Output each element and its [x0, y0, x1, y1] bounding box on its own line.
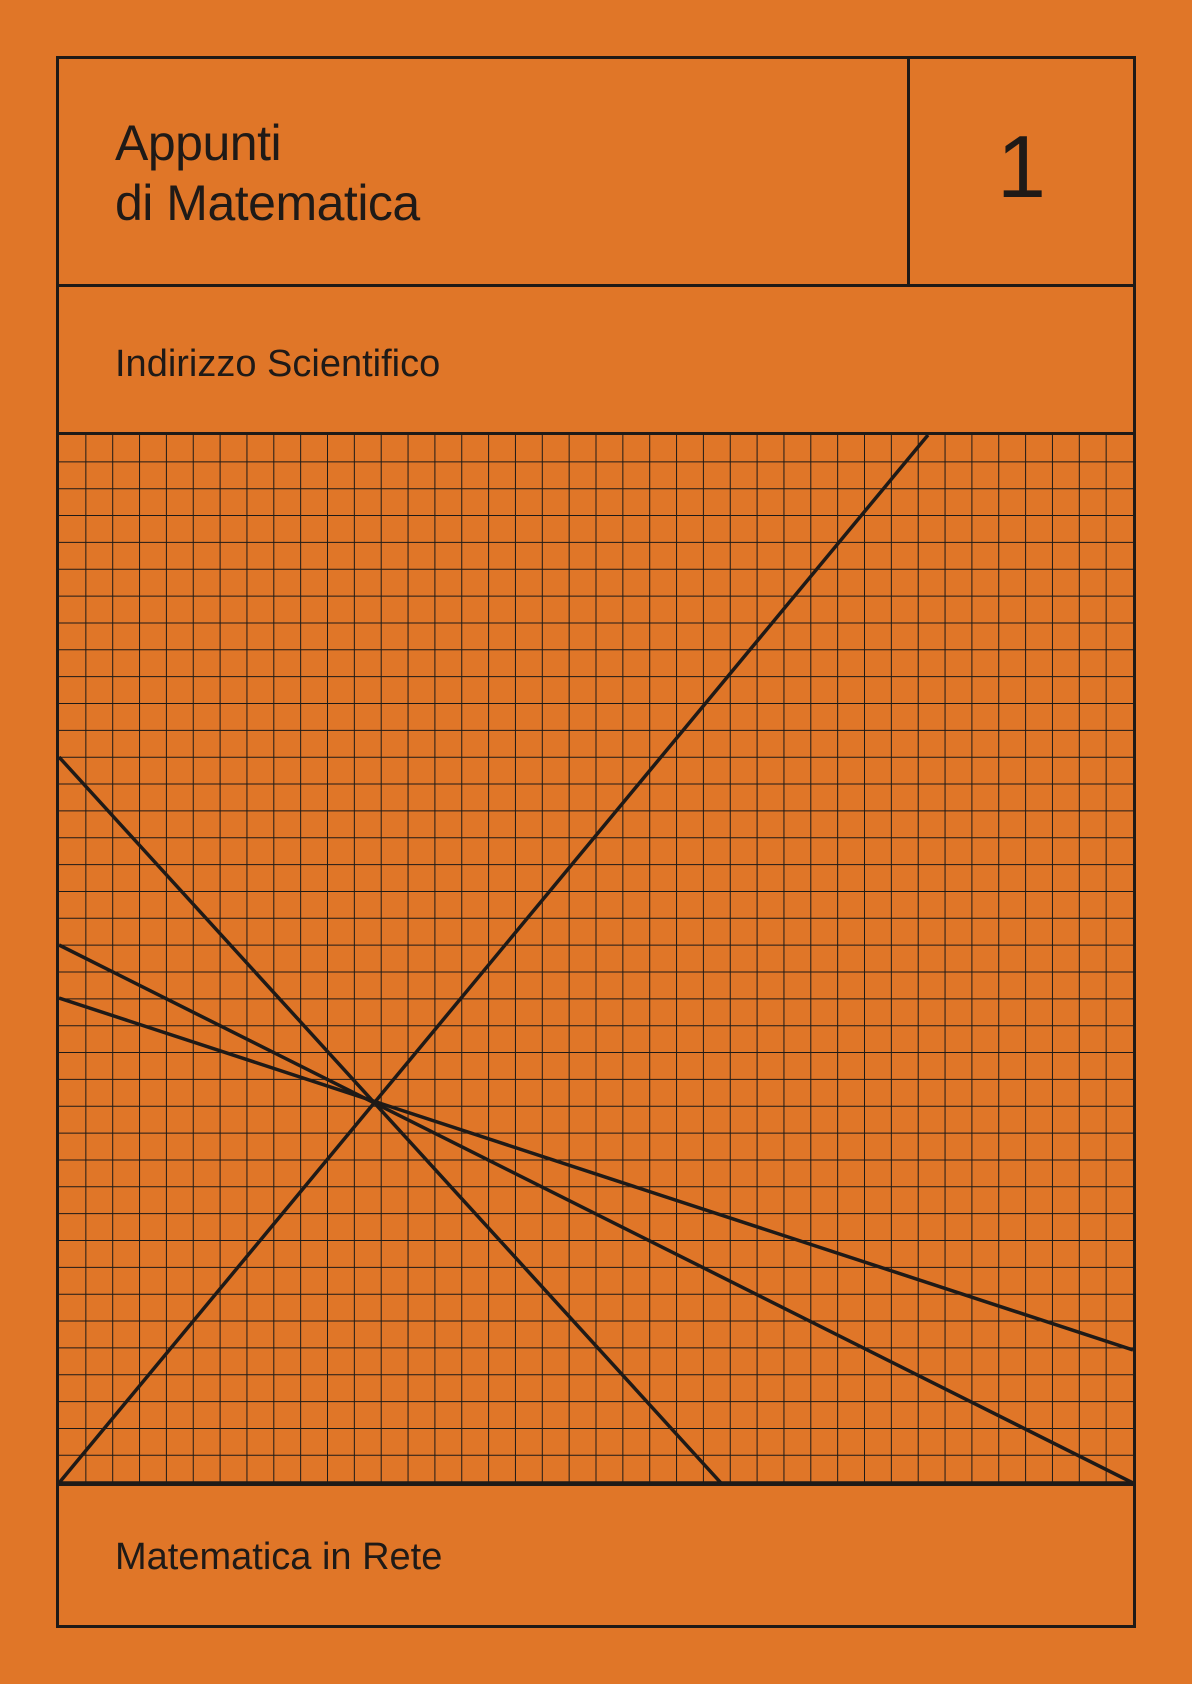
- title-line-1: Appunti: [115, 115, 282, 171]
- cover-frame: Appunti di Matematica 1 Indirizzo Scient…: [56, 56, 1136, 1628]
- publisher-name: Matematica in Rete: [115, 1536, 443, 1578]
- title-line-2: di Matematica: [115, 175, 420, 231]
- subtitle: Indirizzo Scientifico: [115, 343, 441, 385]
- footer-row: Matematica in Rete: [59, 1483, 1133, 1625]
- header-row: Appunti di Matematica 1: [59, 59, 1133, 287]
- subtitle-row: Indirizzo Scientifico: [59, 287, 1133, 435]
- concurrent-line: [58, 943, 1134, 1485]
- concurrent-line: [57, 755, 723, 1485]
- volume-number: 1: [997, 117, 1046, 216]
- graph-paper-svg: [57, 433, 1134, 1485]
- concurrent-line: [57, 433, 930, 1485]
- book-title: Appunti di Matematica: [115, 113, 420, 233]
- graph-paper-illustration: [57, 433, 1134, 1485]
- concurrent-line: [58, 996, 1134, 1352]
- volume-cell: 1: [910, 59, 1133, 284]
- title-cell: Appunti di Matematica: [59, 59, 910, 284]
